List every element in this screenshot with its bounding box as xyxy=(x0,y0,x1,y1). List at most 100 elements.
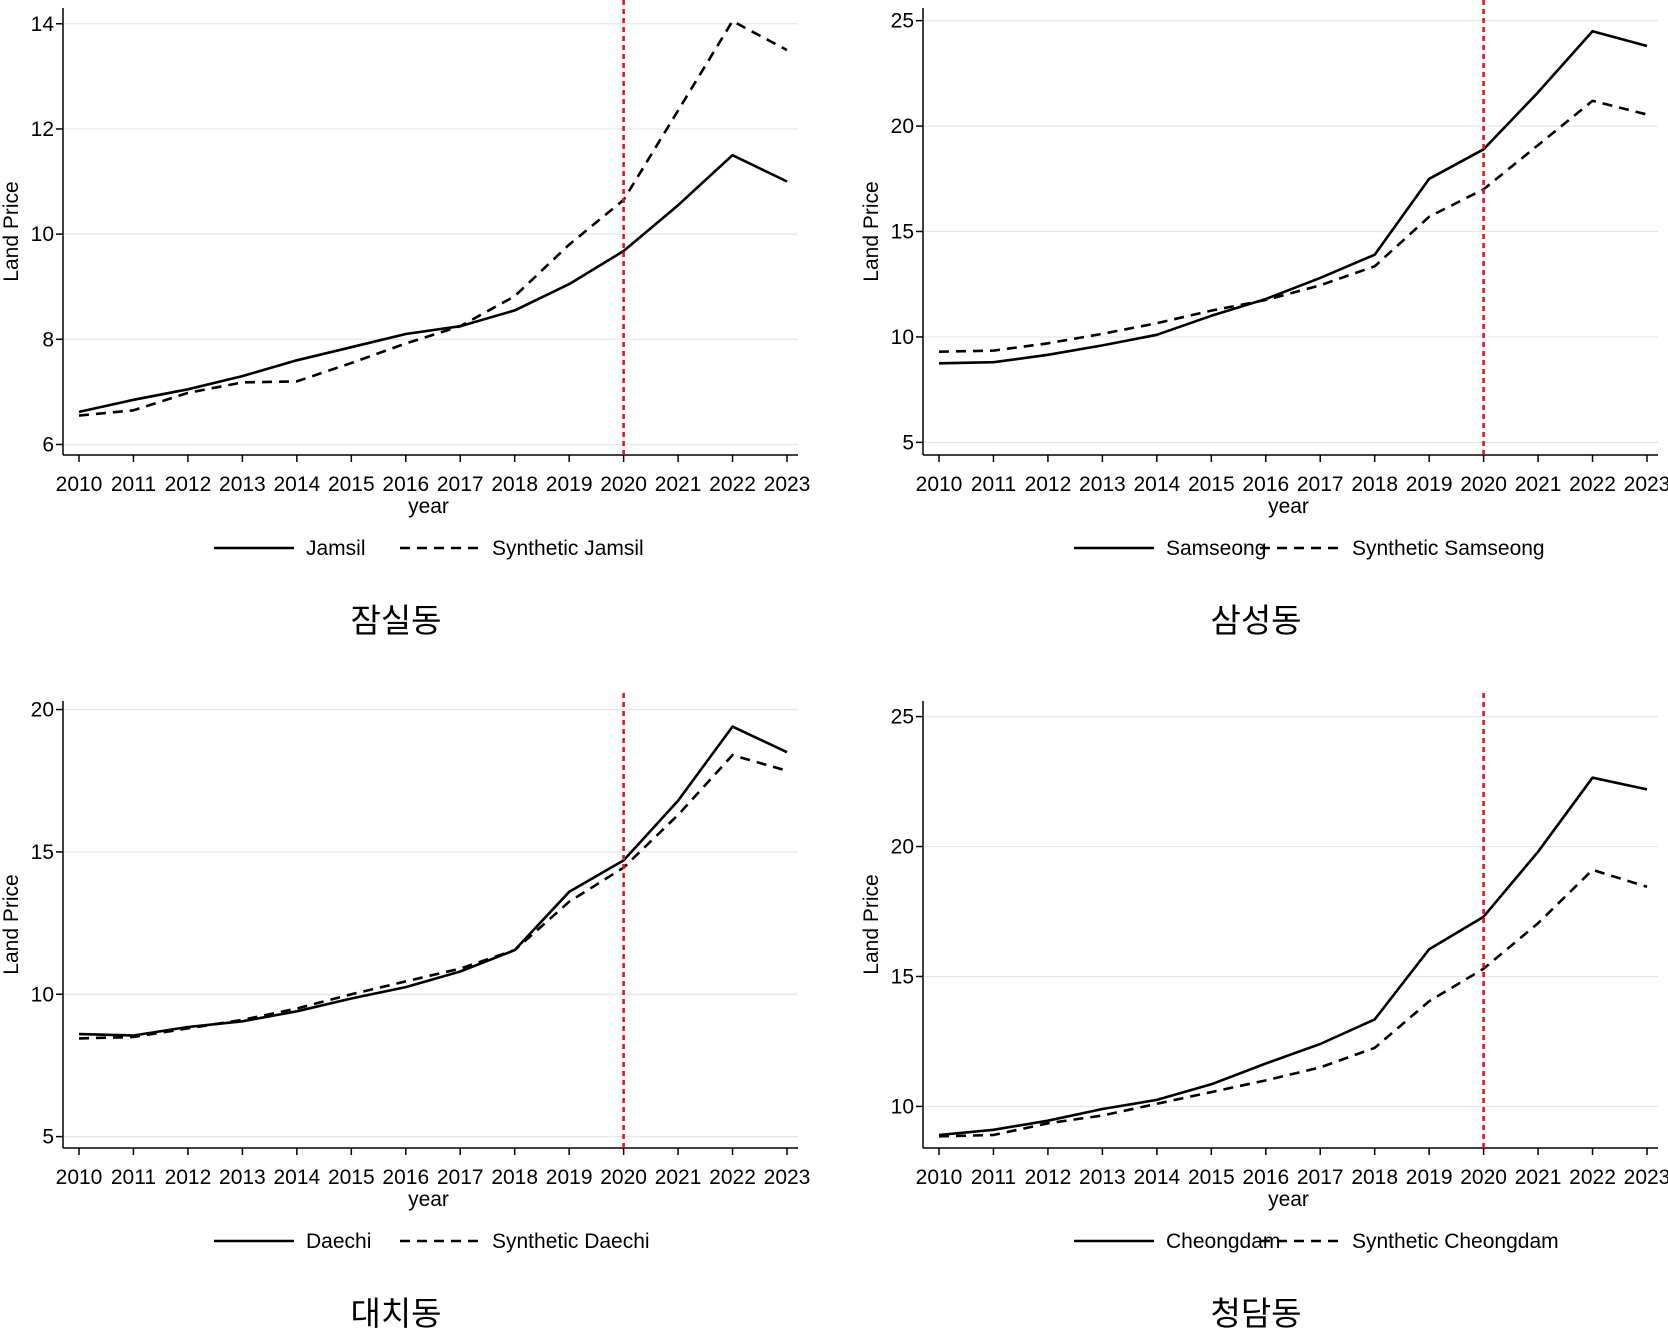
x-tick-label: 2019 xyxy=(1406,473,1453,496)
y-tick-label: 10 xyxy=(31,223,54,246)
series-line-synthetic xyxy=(78,19,788,417)
x-tick-label: 2015 xyxy=(328,473,375,496)
series-line-synthetic xyxy=(78,753,788,1040)
panel-jamsil: 잠실동 6 8 10 12 14 2010 2011 2012 2013 2014 2015 2016… xyxy=(0,0,810,640)
x-tick-label: 2021 xyxy=(1515,473,1562,496)
x-tick-label: 2018 xyxy=(1351,473,1398,496)
x-tick-label: 2015 xyxy=(328,1166,375,1189)
y-axis-title: Land Price xyxy=(0,874,23,974)
y-tick-label: 10 xyxy=(31,983,54,1006)
x-tick-label: 2016 xyxy=(382,1166,429,1189)
y-axis-title: Land Price xyxy=(860,181,883,281)
x-tick-label: 2017 xyxy=(1297,1166,1344,1189)
y-tick-label: 5 xyxy=(902,431,914,454)
x-tick-label: 2016 xyxy=(382,473,429,496)
legend-label: Synthetic Cheongdam xyxy=(1352,1230,1559,1253)
y-tick-label: 15 xyxy=(891,221,914,244)
x-tick-label: 2020 xyxy=(1460,473,1507,496)
y-tick-label: 12 xyxy=(31,118,54,141)
y-tick-label: 14 xyxy=(31,13,55,36)
y-tick-label: 20 xyxy=(891,115,914,138)
x-tick-label: 2017 xyxy=(437,473,484,496)
x-tick-label: 2013 xyxy=(1079,1166,1126,1189)
x-tick-label: 2018 xyxy=(491,473,538,496)
x-tick-label: 2019 xyxy=(1406,1166,1453,1189)
x-axis-title: year xyxy=(1268,495,1309,518)
x-tick-label: 2021 xyxy=(1515,1166,1562,1189)
x-tick-label: 2023 xyxy=(764,1166,811,1189)
legend-label: Synthetic Daechi xyxy=(492,1230,650,1253)
x-tick-label: 2011 xyxy=(971,1166,1016,1189)
x-axis-title: year xyxy=(408,495,449,518)
x-tick-label: 2018 xyxy=(491,1166,538,1189)
panel-daechi: 대치동 5 10 15 20 2010 2011 2012 2013 2014 2015 2016 2… xyxy=(0,693,810,1333)
series-line-actual xyxy=(938,29,1648,365)
x-tick-label: 2022 xyxy=(1569,1166,1616,1189)
x-tick-label: 2019 xyxy=(546,473,593,496)
x-tick-label: 2018 xyxy=(1351,1166,1398,1189)
legend-label: Samseong xyxy=(1166,537,1266,560)
y-axis-title: Land Price xyxy=(860,874,883,974)
series-line-actual xyxy=(938,776,1648,1137)
x-tick-label: 2015 xyxy=(1188,473,1235,496)
x-tick-label: 2023 xyxy=(764,473,811,496)
y-tick-label: 10 xyxy=(891,1095,914,1118)
y-tick-label: 15 xyxy=(31,841,54,864)
x-tick-label: 2017 xyxy=(1297,473,1344,496)
x-tick-label: 2012 xyxy=(1025,1166,1072,1189)
x-tick-label: 2016 xyxy=(1242,1166,1289,1189)
x-tick-label: 2022 xyxy=(709,1166,756,1189)
x-tick-label: 2011 xyxy=(111,1166,156,1189)
x-tick-label: 2011 xyxy=(971,473,1016,496)
x-tick-label: 2010 xyxy=(56,1166,103,1189)
x-tick-label: 2014 xyxy=(273,473,320,496)
y-tick-label: 5 xyxy=(42,1126,54,1149)
y-tick-label: 10 xyxy=(891,326,914,349)
x-tick-label: 2011 xyxy=(111,473,156,496)
y-tick-label: 15 xyxy=(891,965,914,988)
x-tick-label: 2012 xyxy=(165,473,212,496)
panel-caption: 잠실동 xyxy=(350,601,441,640)
x-tick-label: 2016 xyxy=(1242,473,1289,496)
x-tick-label: 2023 xyxy=(1624,1166,1668,1189)
series-line-actual xyxy=(78,725,788,1037)
x-tick-label: 2022 xyxy=(709,473,756,496)
panel-caption: 청담동 xyxy=(1210,1294,1301,1333)
y-tick-label: 20 xyxy=(31,699,54,722)
x-tick-label: 2023 xyxy=(1624,473,1668,496)
legend-label: Synthetic Samseong xyxy=(1352,537,1545,560)
x-tick-label: 2010 xyxy=(916,473,963,496)
y-axis-title: Land Price xyxy=(0,181,23,281)
x-tick-label: 2020 xyxy=(1460,1166,1507,1189)
legend-label: Cheongdam xyxy=(1166,1230,1280,1253)
panel-caption: 삼성동 xyxy=(1210,601,1301,640)
y-tick-label: 25 xyxy=(891,706,914,729)
x-tick-label: 2010 xyxy=(56,473,103,496)
series-line-synthetic xyxy=(938,99,1648,353)
x-tick-label: 2014 xyxy=(1133,473,1180,496)
x-tick-label: 2021 xyxy=(655,473,702,496)
panel-samseong: 삼성동 5 10 15 20 25 2010 2011 2012 2013 2014 2015 201… xyxy=(860,0,1668,640)
panel-caption: 대치동 xyxy=(350,1294,441,1333)
legend-label: Jamsil xyxy=(306,537,366,560)
x-tick-label: 2013 xyxy=(219,473,266,496)
y-tick-label: 8 xyxy=(42,328,54,351)
x-tick-label: 2021 xyxy=(655,1166,702,1189)
y-tick-label: 20 xyxy=(891,836,914,859)
x-tick-label: 2012 xyxy=(1025,473,1072,496)
x-tick-label: 2020 xyxy=(600,1166,647,1189)
x-tick-label: 2017 xyxy=(437,1166,484,1189)
x-tick-label: 2015 xyxy=(1188,1166,1235,1189)
x-tick-label: 2013 xyxy=(1079,473,1126,496)
series-line-actual xyxy=(78,153,788,414)
legend-label: Synthetic Jamsil xyxy=(492,537,644,560)
series-line-synthetic xyxy=(938,868,1648,1138)
x-tick-label: 2022 xyxy=(1569,473,1616,496)
x-tick-label: 2012 xyxy=(165,1166,212,1189)
y-tick-label: 6 xyxy=(42,433,54,456)
x-tick-label: 2013 xyxy=(219,1166,266,1189)
x-tick-label: 2020 xyxy=(600,473,647,496)
x-tick-label: 2014 xyxy=(1133,1166,1180,1189)
x-tick-label: 2019 xyxy=(546,1166,593,1189)
